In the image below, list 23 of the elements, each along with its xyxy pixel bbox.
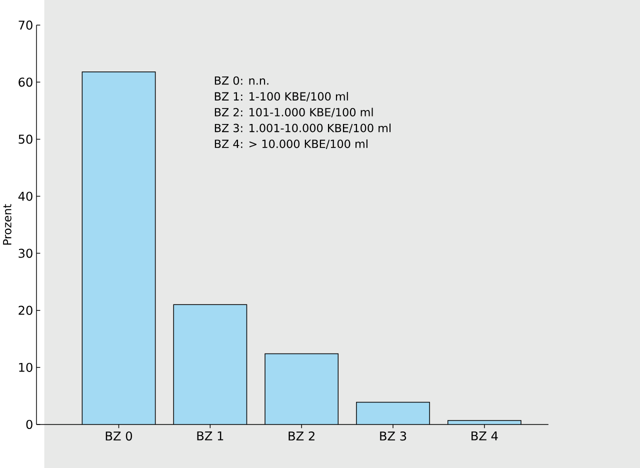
x-tick-label: BZ 3 [380,431,406,441]
x-tick-label: BZ 2 [288,431,314,440]
y-tick-label: 30 [18,248,32,258]
y-tick-label: 20 [18,306,32,315]
annotation: BZ 1: 1-100 KBE/100 ml [214,92,348,102]
bar [174,304,247,424]
y-tick-label: 0 [26,420,32,429]
annotation: BZ 3: 1.001-10.000 KBE/100 ml [214,124,391,134]
bar [356,402,430,424]
x-tick-label: BZ 4 [472,431,498,440]
annotation: BZ 4: > 10.000 KBE/100 ml [214,139,368,149]
bar [265,354,338,424]
y-tick-label: 50 [18,134,32,144]
y-tick-label: 60 [18,78,32,87]
bar [82,72,156,424]
y-tick-label: 70 [18,20,32,30]
x-tick-label: BZ 0 [106,431,132,441]
y-tick-label: 40 [18,192,32,201]
y-tick-label: 10 [19,362,32,372]
annotation: BZ 0: n.n. [214,76,268,85]
y-axis-title: Prozent [3,204,12,245]
x-tick-label: BZ 1 [197,431,224,440]
annotation: BZ 2: 101-1.000 KBE/100 ml [214,108,373,118]
